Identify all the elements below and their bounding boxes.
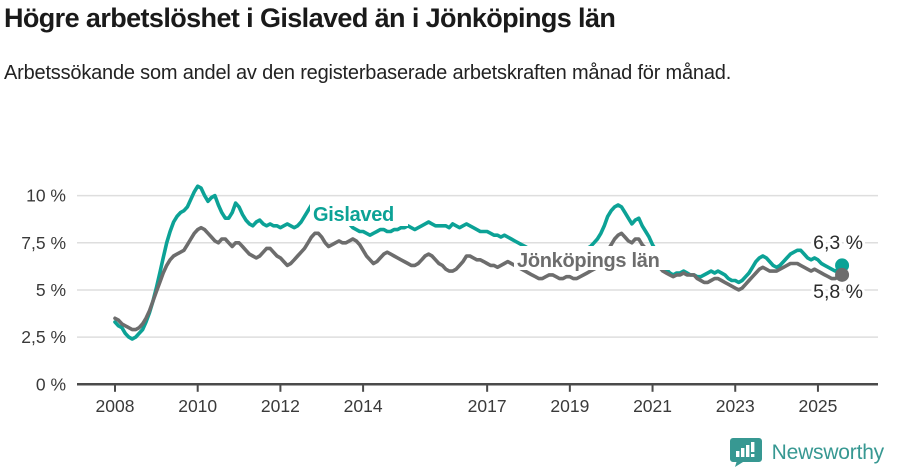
x-axis-tick-label: 2008 <box>96 396 135 416</box>
series-line-jonkopings-lan <box>113 225 844 332</box>
series-end-value-label: 5,8 % <box>813 281 863 303</box>
brand-footer: Newsworthy <box>729 437 884 468</box>
chart-subtitle: Arbetssökande som andel av den registerb… <box>4 61 732 84</box>
brand-name: Newsworthy <box>771 440 885 464</box>
series-label-jonkopings-lan: Jönköpings län <box>517 250 659 272</box>
x-axis-tick-label: 2014 <box>344 396 383 416</box>
exclamation-dot <box>750 454 755 457</box>
x-axis-tick-label: 2010 <box>178 396 217 416</box>
exclamation-stem <box>750 442 755 452</box>
series-end-value-label: 6,3 % <box>813 232 863 254</box>
y-axis-tick-label: 10 % <box>26 186 66 206</box>
y-axis-tick-label: 0 % <box>36 374 66 394</box>
x-axis-tick-label: 2012 <box>261 396 300 416</box>
x-axis-tick-label: 2017 <box>468 396 507 416</box>
bar-tall <box>745 445 750 457</box>
bar-small <box>735 451 740 457</box>
series-label-backing <box>310 200 408 226</box>
chart-header: Högre arbetslöshet i Gislaved än i Jönkö… <box>4 2 864 87</box>
x-axis-tick-label: 2019 <box>550 396 589 416</box>
y-axis-tick-label: 5 % <box>36 280 66 300</box>
bar-medium <box>740 448 745 457</box>
series-label-backing <box>514 246 680 270</box>
series-line-gislaved <box>113 184 844 341</box>
newsworthy-logo-icon <box>729 438 762 467</box>
series-label-gislaved: Gislaved <box>313 204 394 226</box>
x-axis-tick-label: 2025 <box>798 396 837 416</box>
x-axis-tick-label: 2021 <box>633 396 672 416</box>
y-axis-tick-label: 2,5 % <box>21 327 66 347</box>
chart-title: Högre arbetslöshet i Gislaved än i Jönkö… <box>4 3 616 33</box>
y-axis-tick-label: 7,5 % <box>21 233 66 253</box>
x-axis-tick-label: 2023 <box>716 396 755 416</box>
series-end-dot <box>835 267 850 282</box>
